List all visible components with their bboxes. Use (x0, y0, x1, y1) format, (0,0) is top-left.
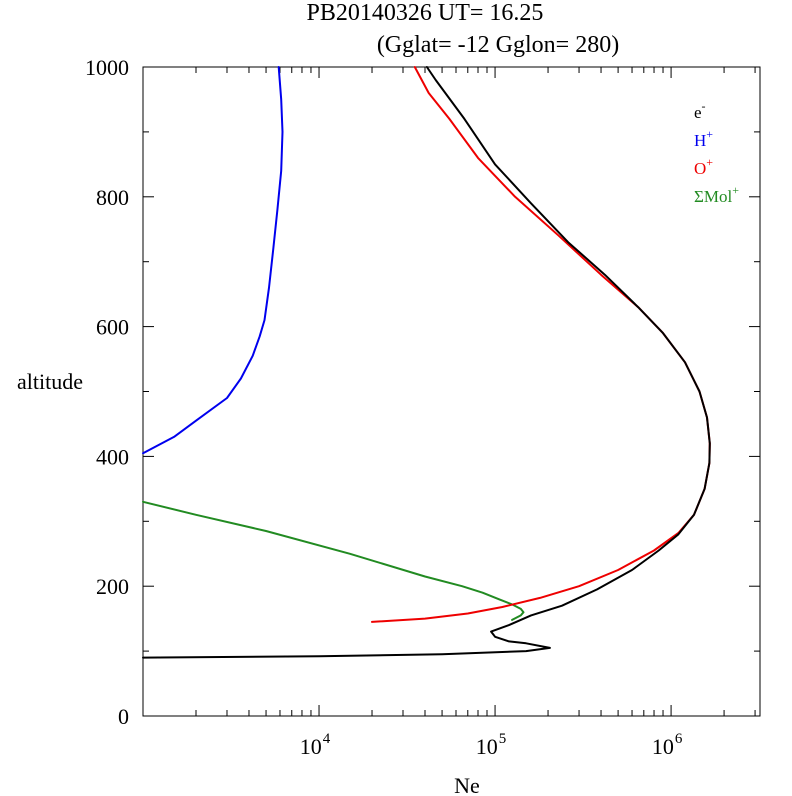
legend-superscript: + (706, 127, 713, 141)
x-tick-label: 106 (652, 731, 683, 759)
x-tick-exponent: 4 (323, 731, 331, 747)
legend-entry: e- (694, 99, 706, 122)
chart-subtitle: (Gglat= -12 Gglon= 280) (377, 32, 619, 58)
legend-superscript: - (702, 99, 706, 113)
series-layer (142, 66, 711, 659)
axis-ticks: 0 200 400 600 800 1000 104 105 106 (85, 55, 760, 759)
y-tick-label: 0 (118, 704, 129, 729)
legend: e- H+ O+ ΣMol+ (694, 99, 739, 206)
series-line-e-0 (142, 66, 711, 659)
y-tick-label: 1000 (85, 55, 129, 80)
x-tick-exponent: 5 (499, 731, 507, 747)
y-tick-label: 400 (96, 444, 129, 469)
y-tick-label: 200 (96, 574, 129, 599)
series-line-h-1 (142, 66, 284, 455)
y-axis-label: altitude (17, 369, 83, 394)
x-tick-exponent: 6 (675, 731, 683, 747)
x-tick-label: 104 (300, 731, 331, 759)
x-tick-label: 105 (476, 731, 507, 759)
y-tick-label: 600 (96, 315, 129, 340)
legend-superscript: + (732, 183, 739, 197)
legend-entry: H+ (694, 127, 713, 150)
legend-superscript: + (706, 155, 713, 169)
y-tick-label: 800 (96, 185, 129, 210)
legend-entry: ΣMol+ (694, 183, 739, 206)
x-axis-label: Ne (454, 773, 480, 796)
chart-title: PB20140326 UT= 16.25 (307, 0, 544, 26)
series-line-o-2 (371, 66, 711, 623)
legend-entry: O+ (694, 155, 713, 178)
series-line-mol-3 (142, 500, 525, 621)
plot-frame (142, 66, 761, 717)
